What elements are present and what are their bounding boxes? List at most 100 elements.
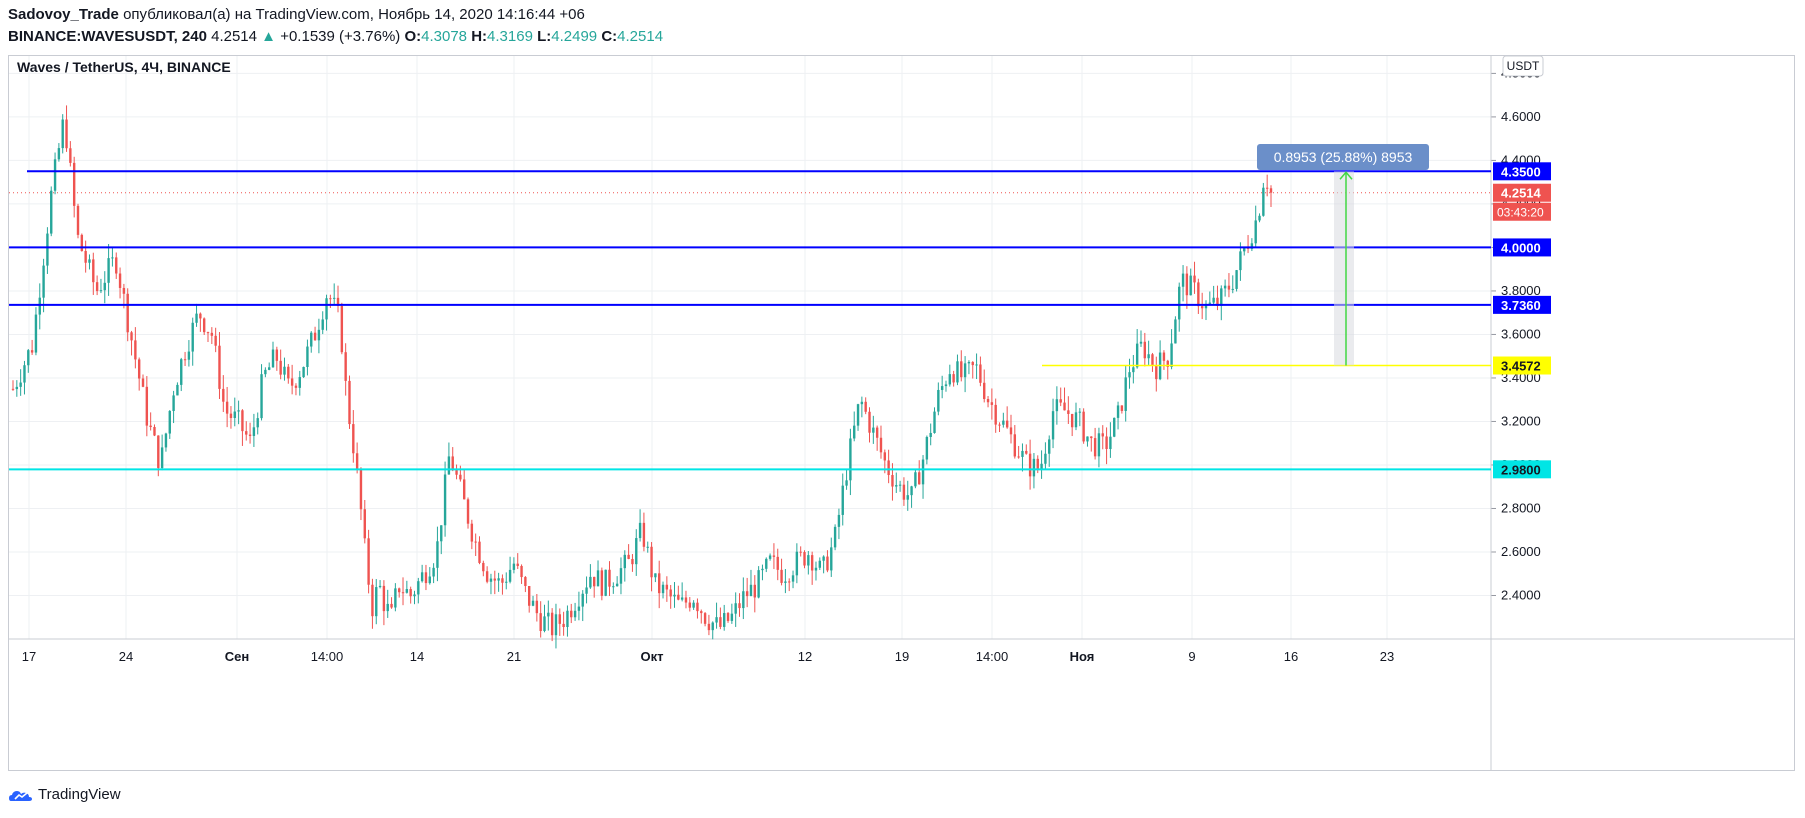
candle-body — [134, 340, 137, 360]
candle-body — [765, 558, 768, 569]
candle-body — [596, 570, 600, 587]
candle-body — [807, 555, 810, 566]
candle-body — [260, 374, 263, 419]
candle-body — [952, 374, 955, 383]
candle-body — [352, 424, 355, 454]
candle-body — [940, 386, 944, 390]
tradingview-logo[interactable]: TradingView — [8, 786, 121, 803]
candle-body — [1151, 354, 1154, 366]
candle-body — [11, 388, 15, 390]
candle-body — [868, 411, 871, 433]
candle-body — [432, 567, 435, 577]
candle-body — [719, 617, 722, 627]
chart-frame[interactable]: 4.80004.60004.40004.20004.00003.80003.60… — [8, 55, 1795, 771]
candle-body — [883, 452, 887, 461]
candle-body — [1212, 297, 1215, 303]
candle-body — [1009, 427, 1013, 435]
candle-body — [833, 526, 837, 548]
candle-body — [164, 433, 168, 448]
level-badge-label: 3.7360 — [1501, 298, 1541, 313]
candle-body — [963, 363, 967, 378]
candle-body — [447, 456, 451, 475]
candle-body — [826, 556, 829, 571]
candle-body — [677, 594, 680, 600]
candle-body — [1067, 410, 1070, 414]
candle-body — [195, 313, 198, 323]
candle-body — [107, 258, 110, 283]
candle-body — [1178, 286, 1181, 320]
candle-body — [566, 610, 569, 628]
candle-body — [375, 587, 378, 617]
candle-body — [122, 287, 126, 294]
candle-body — [275, 349, 279, 361]
candle-body — [990, 402, 994, 405]
candle-body — [967, 362, 971, 364]
candle-body — [46, 233, 49, 266]
candle-body — [623, 554, 626, 569]
candle-body — [898, 484, 902, 486]
candle-body — [1097, 433, 1101, 457]
current-price-label: 4.2514 — [1501, 186, 1542, 201]
candle-body — [715, 617, 718, 623]
candle-body — [1223, 285, 1227, 289]
candle-body — [933, 411, 936, 433]
candle-body — [1162, 352, 1166, 361]
candle-body — [482, 562, 485, 572]
candle-body — [245, 431, 248, 435]
candle-body — [887, 460, 890, 476]
candle-body — [130, 332, 133, 341]
candle-body — [906, 495, 909, 500]
candle-body — [975, 364, 978, 366]
open-value: 4.3078 — [421, 28, 468, 45]
candle-body — [1105, 436, 1108, 450]
candle-body — [248, 434, 252, 436]
candle-body — [310, 332, 313, 347]
candle-body — [187, 351, 191, 360]
candle-body — [688, 602, 691, 608]
candle-body — [306, 346, 309, 367]
candle-body — [76, 205, 80, 235]
candle-body — [141, 378, 145, 387]
candle-body — [72, 162, 76, 206]
candle-body — [344, 352, 347, 381]
candle-body — [742, 591, 745, 609]
candle-body — [550, 612, 554, 636]
candle-body — [684, 597, 688, 603]
candle-body — [1170, 343, 1173, 367]
candle-body — [474, 541, 477, 543]
candle-body — [925, 436, 929, 460]
candle-body — [703, 613, 707, 624]
measure-label-box — [1257, 144, 1429, 170]
candle-body — [730, 613, 734, 621]
candle-body — [436, 541, 439, 568]
price-chart[interactable]: 4.80004.60004.40004.20004.00003.80003.60… — [9, 56, 1794, 770]
candle-body — [1036, 458, 1039, 470]
candle-body — [1265, 187, 1269, 189]
candle-body — [69, 148, 72, 163]
candle-body — [983, 382, 986, 400]
candle-body — [856, 404, 860, 426]
x-tick-label: Сен — [225, 649, 249, 664]
candle-body — [761, 568, 764, 571]
candle-body — [1025, 450, 1028, 454]
candle-body — [535, 600, 539, 614]
candle-body — [776, 556, 779, 570]
candle-body — [1135, 343, 1139, 368]
author-name[interactable]: Sadovoy_Trade — [8, 6, 119, 23]
candle-body — [1048, 439, 1051, 454]
candle-body — [1120, 405, 1124, 411]
last-price: 4.2514 — [211, 28, 257, 45]
x-tick-label: 24 — [119, 649, 133, 664]
candle-body — [214, 335, 217, 346]
candle-body — [661, 584, 665, 594]
candle-body — [359, 469, 363, 510]
candle-body — [183, 359, 187, 361]
y-tick-label: 2.8000 — [1501, 500, 1541, 515]
candle-body — [1013, 434, 1017, 457]
level-badge-label: 4.0000 — [1501, 240, 1541, 255]
candle-body — [593, 576, 596, 587]
candle-body — [780, 569, 783, 583]
candle-body — [1109, 436, 1112, 450]
candle-body — [329, 298, 332, 300]
candle-body — [1193, 275, 1196, 283]
